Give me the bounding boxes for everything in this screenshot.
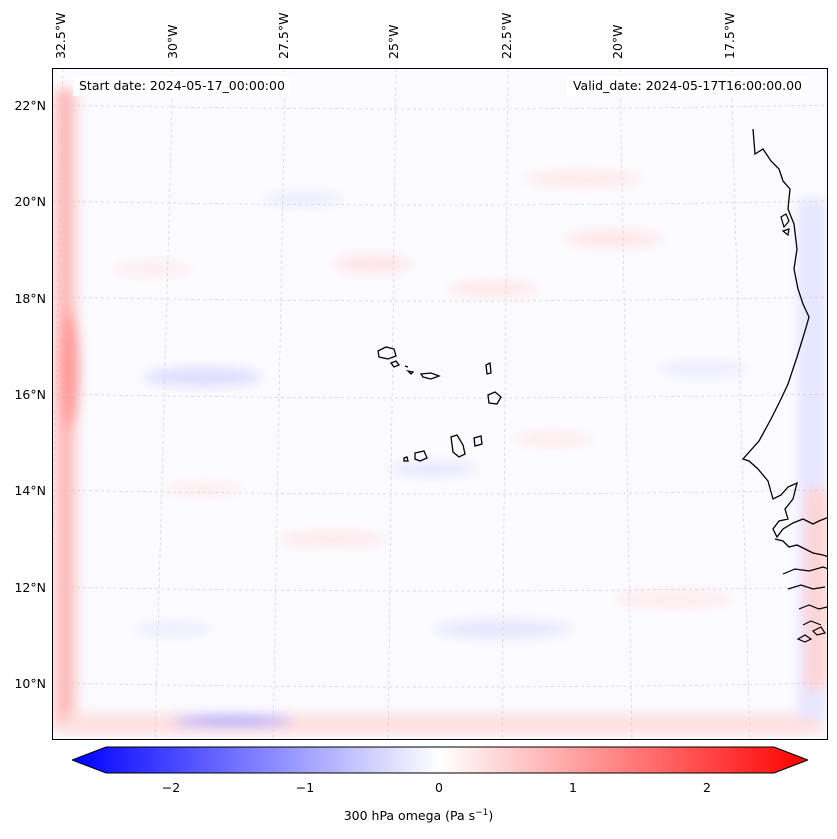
- lat-label-16n: 16°N: [14, 387, 46, 402]
- gambia-coastline: [774, 538, 827, 558]
- lat-label-14n: 14°N: [14, 483, 46, 498]
- island-sal: [485, 361, 492, 375]
- lat-label-20n: 20°N: [14, 194, 46, 209]
- lon-label-32-5w: 32.5°W: [53, 12, 68, 59]
- island-fogo: [414, 450, 428, 462]
- island-brava: [403, 456, 409, 462]
- lat-label-10n: 10°N: [14, 676, 46, 691]
- lon-label-30w: 30°W: [165, 24, 180, 59]
- map-panel: [52, 68, 828, 740]
- banc-arguin-coastline: [780, 213, 790, 237]
- guinea-bissau-coastline: [782, 566, 827, 643]
- omega-field-map: [53, 69, 827, 739]
- island-sao-nicolau-w: [406, 369, 415, 375]
- lon-label-27-5w: 27.5°W: [276, 12, 291, 59]
- lon-label-17-5w: 17.5°W: [722, 12, 737, 59]
- island-santiago: [450, 434, 466, 458]
- island-sao-vicente: [389, 360, 401, 368]
- island-santo-antao: [377, 346, 397, 360]
- cape-verde-islands: [377, 346, 502, 462]
- island-maio: [473, 435, 483, 447]
- lat-label-18n: 18°N: [14, 291, 46, 306]
- island-sao-nicolau: [419, 372, 441, 380]
- colorbar-label: 300 hPa omega (Pa s−1): [343, 808, 494, 824]
- lat-label-22n: 22°N: [14, 98, 46, 113]
- lon-label-25w: 25°W: [386, 24, 401, 59]
- start-date-label: Start date: 2024-05-17_00:00:00: [73, 76, 291, 96]
- colorbar-tick-1: 1: [569, 780, 577, 795]
- colorbar-tick-neg1: −1: [295, 780, 315, 795]
- field-background: [53, 69, 827, 739]
- graticule-lines: [53, 69, 827, 739]
- island-santa-luzia: [404, 365, 409, 368]
- lat-label-12n: 12°N: [14, 580, 46, 595]
- lon-label-20w: 20°W: [610, 24, 625, 59]
- colorbar-tick-neg2: −2: [161, 780, 181, 795]
- africa-coastline: [741, 128, 827, 539]
- colorbar-tick-2: 2: [703, 780, 711, 795]
- valid-date-label: Valid_date: 2024-05-17T16:00:00.00: [566, 76, 808, 96]
- lon-label-22-5w: 22.5°W: [499, 12, 514, 59]
- colorbar-tick-0: 0: [435, 780, 443, 795]
- colorbar: [72, 746, 808, 774]
- island-boa-vista: [487, 391, 502, 405]
- colorbar-gradient: [72, 746, 808, 774]
